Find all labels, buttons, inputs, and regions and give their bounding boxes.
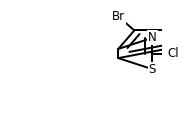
Text: S: S — [149, 63, 156, 76]
Text: Br: Br — [112, 10, 125, 23]
Text: N: N — [148, 31, 157, 44]
Text: Cl: Cl — [167, 47, 179, 60]
